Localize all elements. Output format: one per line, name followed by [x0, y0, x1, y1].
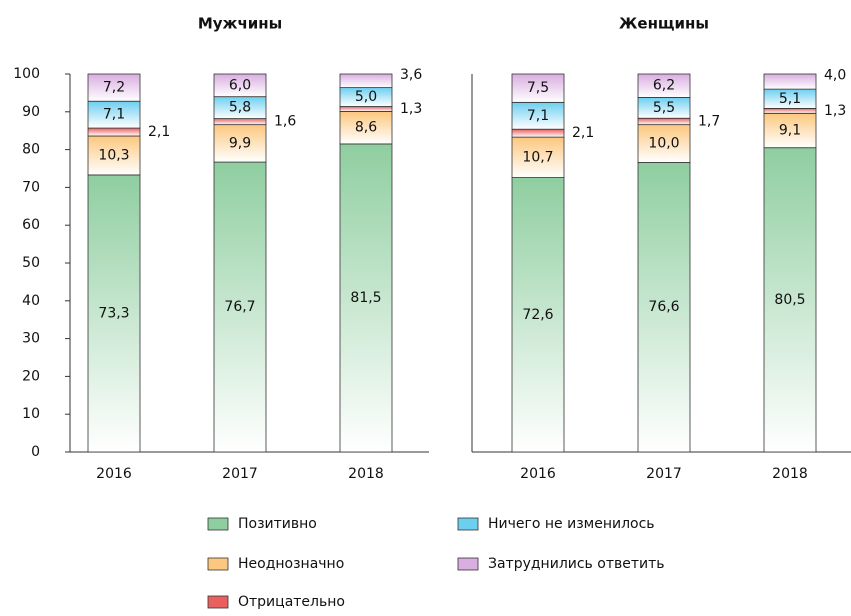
data-label: 2,1 — [572, 125, 594, 141]
data-label: 81,5 — [350, 290, 381, 306]
data-label: 7,1 — [527, 108, 549, 124]
y-tick-label: 60 — [22, 217, 40, 233]
x-tick-label: 2018 — [348, 466, 384, 482]
bar-segment — [637, 73, 691, 98]
data-label: 7,2 — [103, 80, 125, 96]
y-tick-label: 40 — [22, 293, 40, 309]
data-label: 73,3 — [98, 305, 129, 321]
bar-segment — [87, 127, 141, 137]
bar-segment — [763, 147, 817, 453]
data-label: 1,3 — [824, 103, 846, 119]
data-label: 5,0 — [355, 89, 377, 105]
data-label: 6,2 — [653, 78, 675, 94]
data-label: 8,6 — [355, 120, 377, 136]
y-tick-label: 20 — [22, 368, 40, 384]
bar-segment — [213, 124, 267, 163]
bar-segment — [213, 161, 267, 453]
data-label: 1,6 — [274, 114, 296, 130]
data-label: 72,6 — [522, 307, 553, 323]
legend-swatch — [207, 517, 229, 531]
bar-segment — [339, 111, 393, 145]
data-label: 2,1 — [148, 124, 170, 140]
data-label: 6,0 — [229, 77, 251, 93]
y-tick-label: 0 — [31, 444, 40, 460]
data-label: 3,6 — [400, 67, 422, 83]
x-tick-label: 2017 — [222, 466, 258, 482]
legend-label: Неоднозначно — [238, 556, 344, 572]
data-label: 10,3 — [98, 147, 129, 163]
legend-label: Ничего не изменилось — [488, 516, 655, 532]
data-label: 10,0 — [648, 136, 679, 152]
data-label: 76,6 — [648, 299, 679, 315]
bar-segment — [87, 73, 141, 102]
bar-segment — [511, 128, 565, 138]
data-label: 9,1 — [779, 123, 801, 139]
y-tick-label: 30 — [22, 331, 40, 347]
legend-swatch — [457, 557, 479, 571]
bar-segment — [87, 100, 141, 129]
bar-segment — [763, 112, 817, 149]
bar-segment — [763, 73, 817, 90]
bar-segment — [87, 135, 141, 176]
data-label: 7,5 — [527, 80, 549, 96]
y-tick-label: 90 — [22, 104, 40, 120]
legend-swatch — [207, 557, 229, 571]
data-label: 4,0 — [824, 68, 846, 84]
y-tick-label: 10 — [22, 406, 40, 422]
x-tick-label: 2018 — [772, 466, 808, 482]
data-label: 7,1 — [103, 107, 125, 123]
bar-segment — [511, 73, 565, 103]
legend-label: Позитивно — [238, 516, 317, 532]
bar-segment — [637, 117, 691, 126]
legend-swatch — [207, 595, 229, 609]
y-tick-label: 80 — [22, 142, 40, 158]
x-tick-label: 2017 — [646, 466, 682, 482]
bar-segment — [339, 106, 393, 112]
chart-title: Женщины — [619, 15, 709, 33]
x-tick-label: 2016 — [96, 466, 132, 482]
data-label: 5,8 — [229, 100, 251, 116]
data-label: 5,1 — [779, 91, 801, 107]
bar-segment — [511, 136, 565, 178]
y-tick-label: 70 — [22, 179, 40, 195]
data-label: 80,5 — [774, 292, 805, 308]
bar-segment — [763, 107, 817, 114]
bar-segment — [213, 118, 267, 126]
x-tick-label: 2016 — [520, 466, 556, 482]
bar-segment — [339, 143, 393, 453]
data-label: 9,9 — [229, 135, 251, 151]
y-tick-label: 100 — [13, 66, 40, 82]
data-label: 76,7 — [224, 299, 255, 315]
bar-segment — [87, 174, 141, 453]
bar-segment — [213, 73, 267, 98]
data-label: 5,5 — [653, 100, 675, 116]
chart-title: Мужчины — [198, 15, 282, 33]
data-label: 10,7 — [522, 149, 553, 165]
legend-label: Отрицательно — [238, 594, 345, 610]
bar-segment — [339, 73, 393, 89]
legend-swatch — [457, 517, 479, 531]
legend-label: Затруднились ответить — [488, 556, 665, 572]
data-label: 1,7 — [698, 113, 720, 129]
bar-segment — [511, 177, 565, 453]
bar-segment — [637, 162, 691, 453]
y-tick-label: 50 — [22, 255, 40, 271]
data-label: 1,3 — [400, 101, 422, 117]
